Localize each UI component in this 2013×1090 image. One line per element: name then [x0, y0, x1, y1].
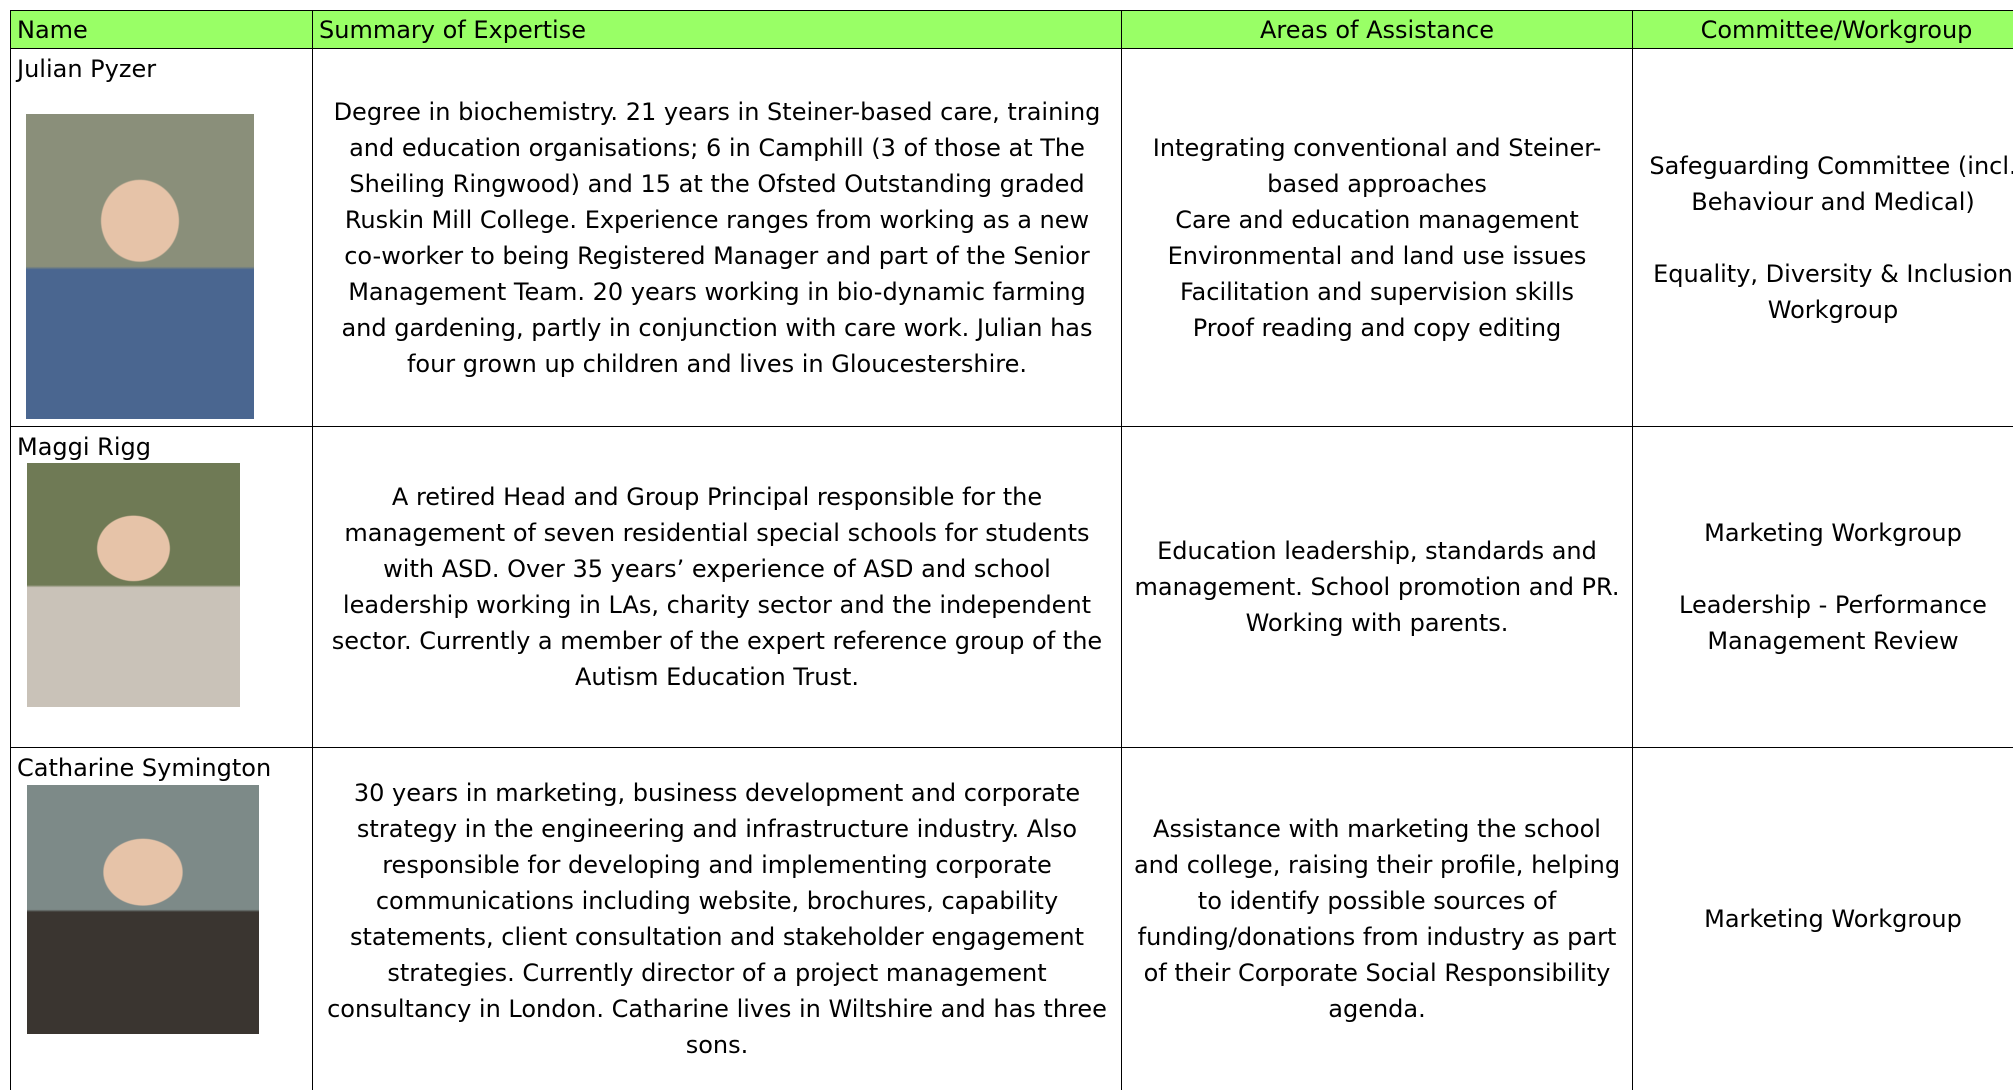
- person-name: Catharine Symington: [17, 754, 272, 782]
- spacer: [1633, 551, 2013, 587]
- area-item: Integrating conventional and Steiner-bas…: [1152, 133, 1602, 198]
- committee-cell: Safeguarding Committee (incl. Behaviour …: [1632, 48, 2013, 426]
- header-cell: Areas of Assistance: [1121, 10, 1632, 48]
- summary-cell: A retired Head and Group Principal respo…: [312, 426, 1121, 747]
- area-item: Facilitation and supervision skills: [1179, 277, 1575, 306]
- areas-cell: Integrating conventional and Steiner-bas…: [1121, 48, 1632, 426]
- header-cell: Committee/Workgroup: [1632, 10, 2013, 48]
- person-name: Julian Pyzer: [17, 55, 157, 83]
- committee-list: Safeguarding Committee (incl. Behaviour …: [1633, 148, 2013, 328]
- name-cell: Maggi Rigg: [10, 426, 312, 747]
- committee-item: Equality, Diversity & Inclusion Workgrou…: [1653, 259, 2013, 324]
- committee-list: Marketing Workgroup Leadership - Performa…: [1633, 515, 2013, 659]
- committee-list: Marketing Workgroup: [1633, 901, 2013, 937]
- areas-cell: Education leadership, standards and mana…: [1121, 426, 1632, 747]
- header-cell: Summary of Expertise: [312, 10, 1121, 48]
- committee-cell: Marketing Workgroup Leadership - Performa…: [1632, 426, 2013, 747]
- area-item: Proof reading and copy editing: [1192, 313, 1562, 342]
- area-item: Education leadership, standards and mana…: [1134, 537, 1620, 637]
- area-item: Environmental and land use issues: [1167, 241, 1587, 270]
- committee-item: Safeguarding Committee (incl. Behaviour …: [1649, 151, 2013, 216]
- areas-cell: Assistance with marketing the school and…: [1121, 747, 1632, 1090]
- committee-item: Marketing Workgroup: [1704, 905, 1962, 933]
- name-cell: Catharine Symington: [10, 747, 312, 1090]
- summary-text: Degree in biochemistry. 21 years in Stei…: [333, 97, 1101, 378]
- committee-item: Leadership - Performance Management Revi…: [1679, 591, 1987, 655]
- committee-cell: Marketing Workgroup: [1632, 747, 2013, 1090]
- photo: [27, 785, 259, 1034]
- summary-text: 30 years in marketing, business developm…: [327, 779, 1107, 1059]
- area-item: Care and education management: [1175, 205, 1579, 234]
- photo: [26, 114, 254, 419]
- summary-text: A retired Head and Group Principal respo…: [331, 483, 1103, 691]
- spacer: [1633, 220, 2013, 256]
- header-cell: Name: [10, 10, 312, 48]
- summary-cell: 30 years in marketing, business developm…: [312, 747, 1121, 1090]
- summary-cell: Degree in biochemistry. 21 years in Stei…: [312, 48, 1121, 426]
- committee-item: Marketing Workgroup: [1704, 519, 1962, 547]
- person-name: Maggi Rigg: [17, 433, 151, 461]
- area-item: Assistance with marketing the school and…: [1133, 815, 1621, 1023]
- photo: [27, 463, 240, 707]
- name-cell: Julian Pyzer: [10, 48, 312, 426]
